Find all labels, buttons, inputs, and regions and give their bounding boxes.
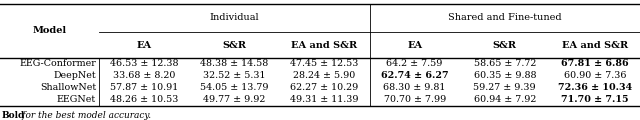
Text: 59.27 ± 9.39: 59.27 ± 9.39 [474, 83, 536, 92]
Text: 70.70 ± 7.99: 70.70 ± 7.99 [383, 95, 446, 104]
Text: EA and S&R: EA and S&R [291, 41, 358, 49]
Text: 47.45 ± 12.53: 47.45 ± 12.53 [291, 59, 359, 68]
Text: EA and S&R: EA and S&R [562, 41, 628, 49]
Text: 62.27 ± 10.29: 62.27 ± 10.29 [291, 83, 358, 92]
Text: S&R: S&R [223, 41, 246, 49]
Text: 60.35 ± 9.88: 60.35 ± 9.88 [474, 71, 536, 80]
Text: 67.81 ± 6.86: 67.81 ± 6.86 [561, 59, 628, 68]
Text: 72.36 ± 10.34: 72.36 ± 10.34 [558, 83, 632, 92]
Text: 28.24 ± 5.90: 28.24 ± 5.90 [293, 71, 356, 80]
Text: EA: EA [407, 41, 422, 49]
Text: 60.94 ± 7.92: 60.94 ± 7.92 [474, 95, 536, 104]
Text: 58.65 ± 7.72: 58.65 ± 7.72 [474, 59, 536, 68]
Text: ShallowNet: ShallowNet [40, 83, 96, 92]
Text: EEG-Conformer: EEG-Conformer [19, 59, 96, 68]
Text: 64.2 ± 7.59: 64.2 ± 7.59 [387, 59, 443, 68]
Text: 49.31 ± 11.39: 49.31 ± 11.39 [291, 95, 359, 104]
Text: 46.53 ± 12.38: 46.53 ± 12.38 [110, 59, 179, 68]
Text: 60.90 ± 7.36: 60.90 ± 7.36 [564, 71, 626, 80]
Text: Model: Model [33, 26, 67, 35]
Text: S&R: S&R [493, 41, 517, 49]
Text: DeepNet: DeepNet [53, 71, 96, 80]
Text: Individual: Individual [209, 14, 259, 23]
Text: 54.05 ± 13.79: 54.05 ± 13.79 [200, 83, 269, 92]
Text: 33.68 ± 8.20: 33.68 ± 8.20 [113, 71, 175, 80]
Text: 68.30 ± 9.81: 68.30 ± 9.81 [383, 83, 446, 92]
Text: for the best model accuracy.: for the best model accuracy. [2, 111, 151, 120]
Text: 71.70 ± 7.15: 71.70 ± 7.15 [561, 95, 628, 104]
Text: 62.74 ± 6.27: 62.74 ± 6.27 [381, 71, 449, 80]
Text: 32.52 ± 5.31: 32.52 ± 5.31 [203, 71, 266, 80]
Text: Bold: Bold [2, 111, 25, 120]
Text: EA: EA [137, 41, 152, 49]
Text: EEGNet: EEGNet [57, 95, 96, 104]
Text: 48.26 ± 10.53: 48.26 ± 10.53 [110, 95, 179, 104]
Text: 57.87 ± 10.91: 57.87 ± 10.91 [110, 83, 179, 92]
Text: 49.77 ± 9.92: 49.77 ± 9.92 [204, 95, 266, 104]
Text: 48.38 ± 14.58: 48.38 ± 14.58 [200, 59, 269, 68]
Text: Shared and Fine-tuned: Shared and Fine-tuned [448, 14, 562, 23]
